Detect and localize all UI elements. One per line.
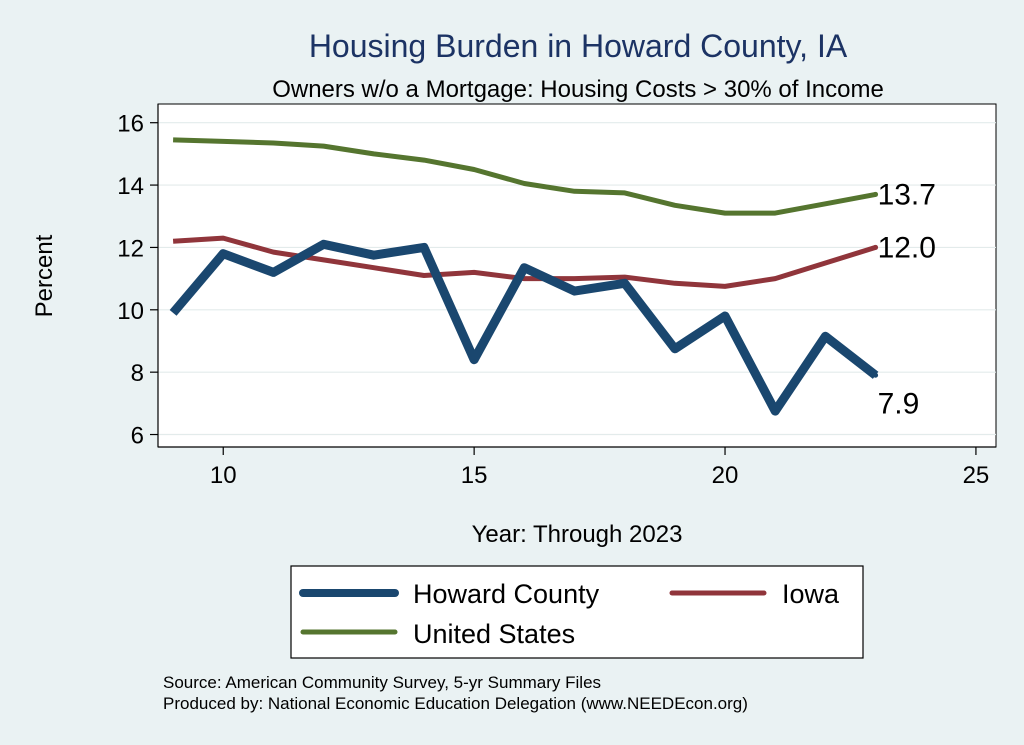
plot-area — [157, 103, 997, 448]
legend-box — [290, 565, 864, 659]
x-tick-label-25: 25 — [963, 462, 990, 489]
x-ticks: 10 15 20 25 — [210, 447, 989, 489]
producer-note: Produced by: National Economic Education… — [163, 694, 748, 713]
legend-label-iowa: Iowa — [782, 579, 840, 609]
end-labels: 7.9 12.0 13.7 — [878, 178, 936, 420]
chart-subtitle: Owners w/o a Mortgage: Housing Costs > 3… — [272, 76, 884, 103]
y-axis-label: Percent — [31, 234, 58, 317]
end-label-iowa: 12.0 — [878, 231, 936, 264]
series-end-point-united-states — [873, 191, 879, 197]
legend-label-howard-county: Howard County — [413, 579, 600, 609]
legend: Howard County Iowa United States — [290, 565, 864, 659]
x-tick-label-10: 10 — [210, 462, 237, 489]
x-axis-label: Year: Through 2023 — [472, 521, 683, 548]
y-tick-label-16: 16 — [117, 111, 144, 138]
end-label-howard-county: 7.9 — [878, 387, 920, 420]
series-line-united-states — [173, 137, 877, 216]
gridlines — [158, 122, 996, 436]
y-tick-label-14: 14 — [117, 173, 144, 200]
series-layer — [169, 137, 879, 416]
x-tick-label-20: 20 — [712, 462, 739, 489]
source-note: Source: American Community Survey, 5-yr … — [163, 673, 601, 692]
y-tick-label-12: 12 — [117, 235, 144, 262]
axes — [157, 104, 996, 448]
series-line-howard-county — [169, 239, 879, 416]
y-ticks: 6 8 10 12 14 16 — [117, 111, 158, 450]
y-tick-label-8: 8 — [131, 360, 144, 387]
x-tick-label-15: 15 — [461, 462, 488, 489]
series-line-iowa — [172, 235, 877, 289]
legend-label-united-states: United States — [413, 619, 575, 649]
series-end-point-iowa — [873, 244, 879, 250]
y-tick-label-6: 6 — [131, 423, 144, 450]
chart-title: Housing Burden in Howard County, IA — [309, 28, 848, 64]
series-end-point-howard-county — [873, 372, 879, 378]
y-tick-label-10: 10 — [117, 298, 144, 325]
end-label-united-states: 13.7 — [878, 178, 936, 211]
